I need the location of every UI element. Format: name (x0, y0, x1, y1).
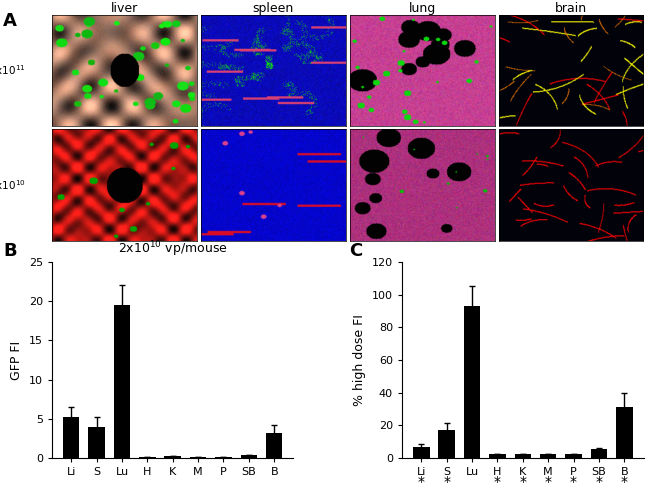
Bar (63, 416, 79, 458)
Bar (88, 427, 105, 458)
Bar (464, 306, 480, 458)
Bar (190, 457, 206, 458)
Title: liver: liver (111, 2, 138, 15)
Text: *: * (418, 475, 425, 489)
Title: lung: lung (409, 2, 436, 15)
Text: *: * (621, 475, 628, 489)
Y-axis label: GFP FI: GFP FI (10, 341, 23, 379)
Title: brain: brain (555, 2, 587, 15)
Bar (240, 455, 257, 458)
Text: B: B (4, 242, 18, 260)
Bar (438, 430, 455, 458)
Text: *: * (494, 475, 501, 489)
Bar (266, 433, 283, 458)
Bar (515, 454, 531, 458)
Bar (139, 457, 155, 458)
Bar (489, 454, 506, 458)
Bar (591, 449, 607, 458)
Bar (616, 407, 632, 458)
Text: *: * (443, 475, 450, 489)
Bar (114, 305, 130, 458)
Bar (413, 447, 430, 458)
Title: 2x10$^{10}$ vp/mouse: 2x10$^{10}$ vp/mouse (118, 240, 228, 259)
Bar (164, 456, 181, 458)
Text: *: * (595, 475, 603, 489)
Title: spleen: spleen (253, 2, 294, 15)
Y-axis label: 1x10$^{11}$: 1x10$^{11}$ (0, 64, 26, 78)
Text: *: * (519, 475, 526, 489)
Text: *: * (570, 475, 577, 489)
Text: C: C (349, 242, 362, 260)
Bar (215, 457, 231, 458)
Bar (540, 454, 556, 458)
Y-axis label: % high dose FI: % high dose FI (354, 314, 367, 406)
Bar (566, 454, 582, 458)
Y-axis label: 2x10$^{10}$: 2x10$^{10}$ (0, 178, 26, 192)
Text: *: * (545, 475, 552, 489)
Text: A: A (3, 12, 17, 30)
